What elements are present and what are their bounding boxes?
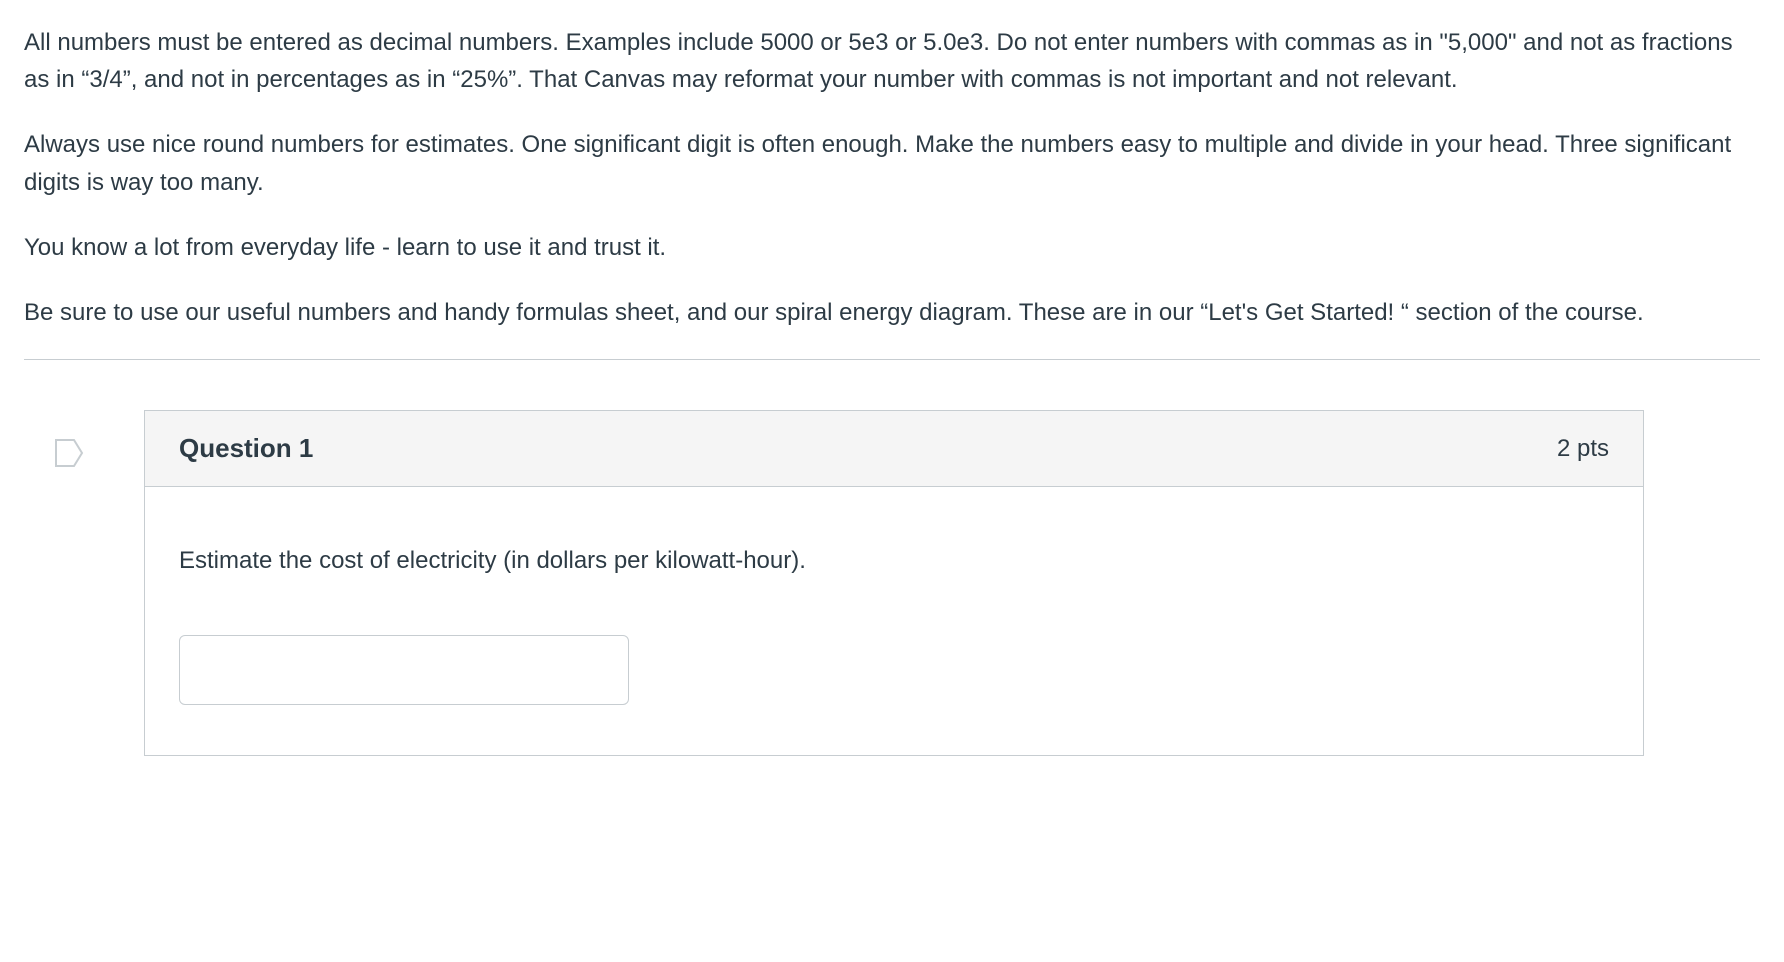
- instruction-paragraph: Be sure to use our useful numbers and ha…: [24, 294, 1744, 331]
- question-prompt: Estimate the cost of electricity (in dol…: [179, 547, 1609, 575]
- section-divider: [24, 359, 1760, 360]
- answer-input[interactable]: [179, 635, 629, 705]
- quiz-instructions: All numbers must be entered as decimal n…: [24, 24, 1744, 331]
- instruction-paragraph: Always use nice round numbers for estima…: [24, 126, 1744, 200]
- question-title: Question 1: [179, 433, 313, 464]
- question-container: Question 1 2 pts Estimate the cost of el…: [24, 410, 1744, 756]
- question-header: Question 1 2 pts: [145, 411, 1643, 487]
- question-points: 2 pts: [1557, 435, 1609, 463]
- instruction-paragraph: All numbers must be entered as decimal n…: [24, 24, 1744, 98]
- instruction-paragraph: You know a lot from everyday life - lear…: [24, 229, 1744, 266]
- question-body: Estimate the cost of electricity (in dol…: [145, 487, 1643, 755]
- question-flag-icon[interactable]: [54, 438, 84, 468]
- question-box: Question 1 2 pts Estimate the cost of el…: [144, 410, 1644, 756]
